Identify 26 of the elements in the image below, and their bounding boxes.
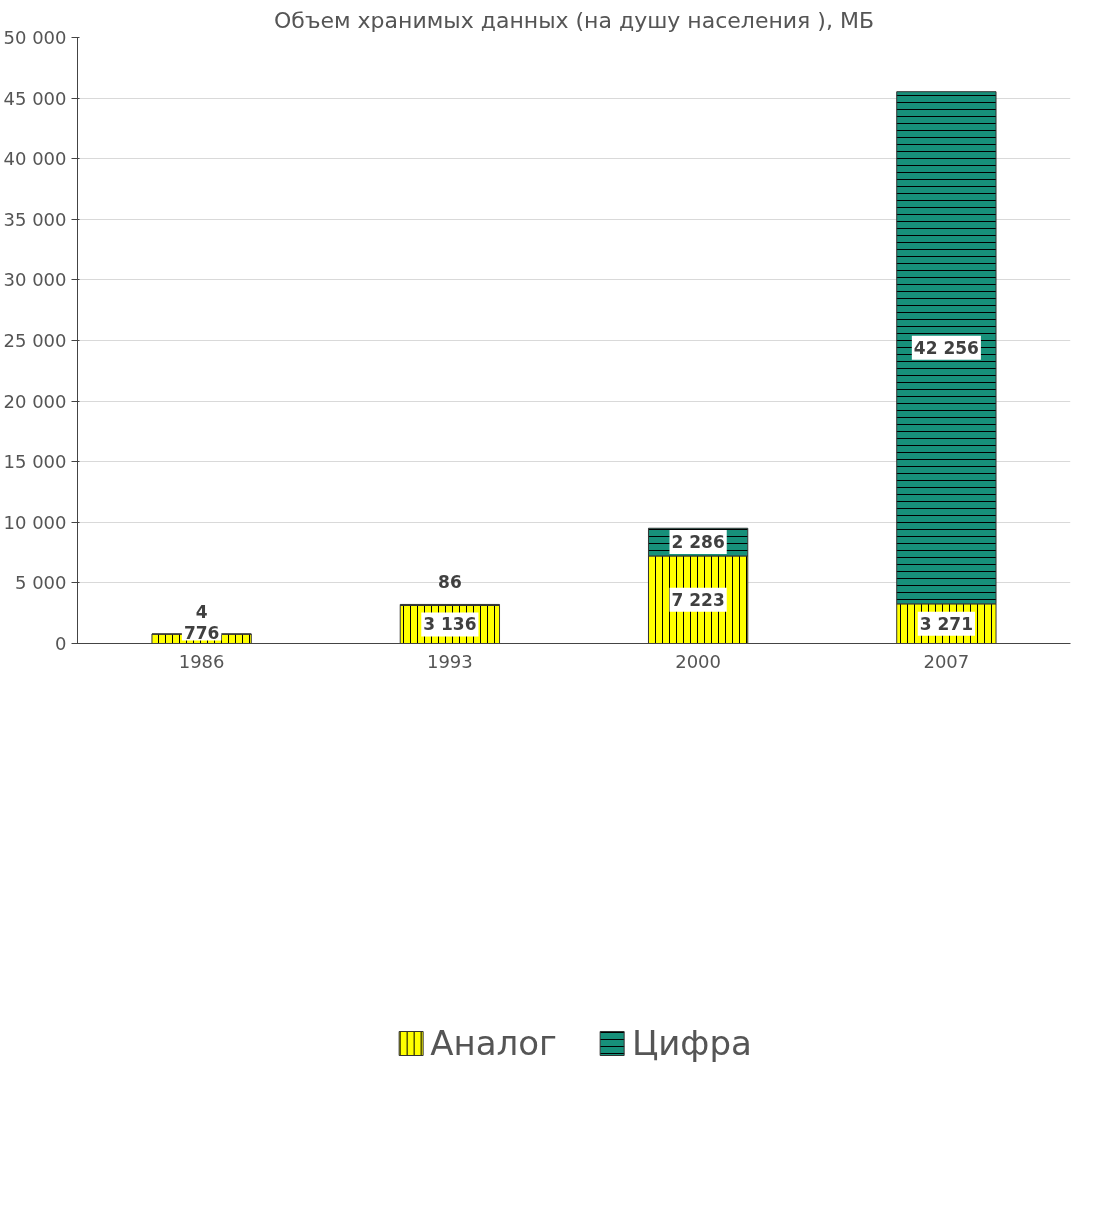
data-label: 3 271: [919, 613, 973, 634]
legend-label: Аналог: [430, 1022, 557, 1063]
y-tick-label: 0: [55, 633, 67, 654]
data-label: 7 223: [671, 589, 725, 610]
y-tick-label: 20 000: [3, 390, 67, 412]
y-tick-label: 15 000: [3, 451, 67, 473]
data-label: 86: [438, 572, 462, 593]
y-tick-label: 45 000: [3, 87, 67, 109]
y-tick-label: 30 000: [3, 269, 67, 291]
data-label: 2 286: [671, 532, 725, 553]
y-tick-label: 35 000: [3, 208, 67, 230]
y-tick-label: 50 000: [3, 27, 67, 48]
x-tick-label: 1993: [426, 650, 473, 672]
legend-label: Цифра: [631, 1022, 752, 1063]
y-tick-label: 5 000: [14, 572, 67, 594]
x-tick-label: 1986: [178, 650, 225, 672]
data-label: 42 256: [913, 337, 979, 358]
chart-title: Объем хранимых данных (на душу населения ), МБ: [274, 7, 874, 33]
x-tick-label: 2007: [923, 650, 970, 672]
data-label: 4: [195, 602, 208, 623]
data-label: 776: [183, 622, 220, 643]
data-label: 3 136: [423, 614, 477, 635]
x-tick-label: 2000: [675, 650, 722, 672]
y-tick-label: 25 000: [3, 330, 67, 351]
y-tick-label: 40 000: [3, 148, 67, 170]
y-tick-label: 10 000: [3, 511, 67, 533]
